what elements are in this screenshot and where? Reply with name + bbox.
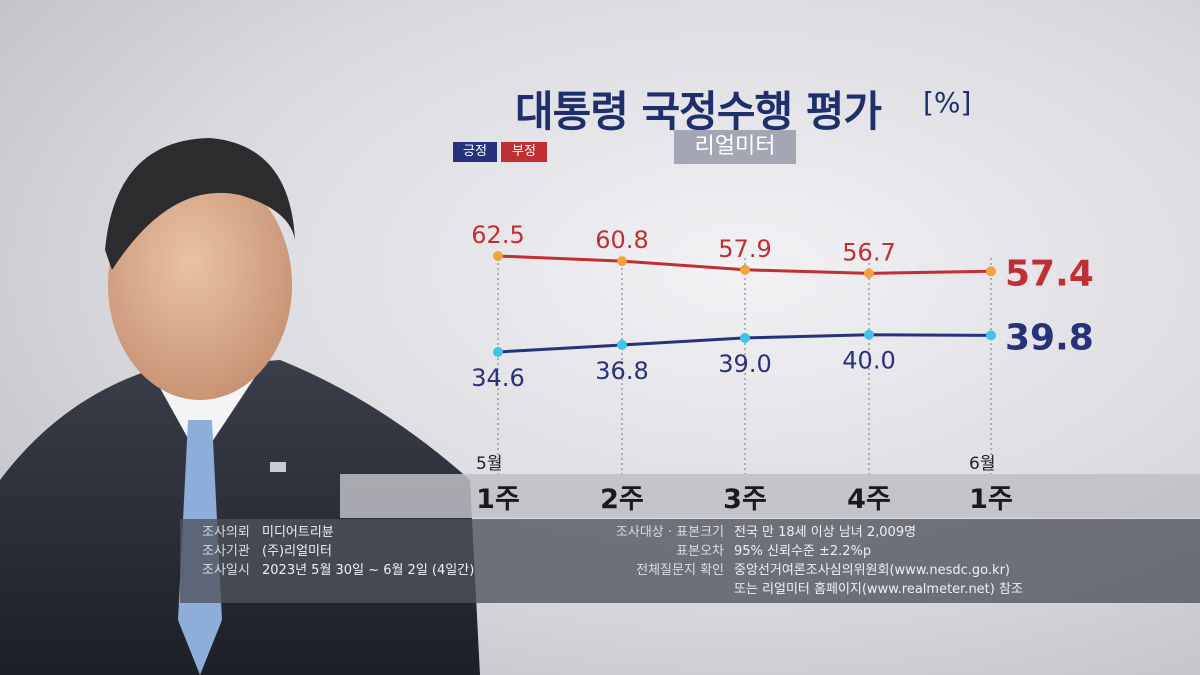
tick-label-4: 1주 [969, 484, 1013, 515]
info-value-error: 95% 신뢰수준 ±2.2%p [734, 544, 872, 559]
info-value-questionnaire-alt: 또는 리얼미터 홈페이지(www.realmeter.net) 참조 [734, 582, 1023, 597]
point-negative-4 [986, 266, 996, 277]
info-value-commissioner: 미디어트리뷴 [262, 525, 334, 540]
point-positive-3 [864, 329, 874, 340]
info-label-error: 표본오차 [676, 544, 724, 559]
tick-label-0: 1주 [476, 484, 520, 515]
info-label-commissioner: 조사의뢰 [202, 525, 250, 540]
chart-title: 대통령 국정수행 평가 [515, 87, 882, 136]
x-axis-band [340, 474, 1200, 518]
survey-info-box [180, 519, 1200, 603]
tick-label-2: 3주 [723, 484, 767, 515]
info-label-sample: 조사대상 · 표본크기 [615, 525, 724, 540]
legend-positive: 긍정 [453, 142, 497, 162]
title-unit: [%] [923, 86, 972, 119]
data-label-negative-4: 57.4 [1005, 253, 1094, 294]
data-label-positive-2: 39.0 [718, 350, 771, 378]
info-value-sample: 전국 만 18세 이상 남녀 2,009명 [734, 525, 917, 540]
info-value-period: 2023년 5월 30일 ~ 6월 2일 (4일간) [262, 563, 475, 578]
point-negative-2 [740, 264, 750, 275]
tick-label-3: 4주 [847, 484, 891, 515]
point-positive-4 [986, 330, 996, 341]
info-label-questionnaire: 전체질문지 확인 [636, 563, 724, 578]
info-label-period: 조사일시 [202, 563, 250, 578]
point-positive-2 [740, 332, 750, 343]
data-label-positive-1: 36.8 [595, 357, 648, 385]
month-label-4: 6월 [969, 454, 995, 474]
data-label-negative-2: 57.9 [718, 235, 771, 263]
info-label-agency: 조사기관 [202, 544, 250, 559]
data-label-positive-0: 34.6 [471, 364, 524, 392]
source-badge: 리얼미터 [674, 130, 796, 164]
month-label-0: 5월 [476, 454, 502, 474]
legend-negative: 부정 [501, 142, 547, 162]
data-label-negative-3: 56.7 [842, 238, 895, 266]
info-value-agency: (주)리얼미터 [262, 544, 332, 559]
tick-label-1: 2주 [600, 484, 644, 515]
data-label-negative-1: 60.8 [595, 226, 648, 254]
point-positive-1 [617, 339, 627, 350]
point-negative-0 [493, 251, 503, 261]
data-label-positive-3: 40.0 [842, 347, 895, 375]
data-label-positive-4: 39.8 [1005, 317, 1094, 358]
info-value-questionnaire: 중앙선거여론조사심의위원회(www.nesdc.go.kr) [734, 563, 1010, 578]
point-negative-1 [617, 256, 627, 267]
data-label-negative-0: 62.5 [471, 221, 524, 249]
point-negative-3 [864, 268, 874, 279]
point-positive-0 [493, 347, 503, 357]
